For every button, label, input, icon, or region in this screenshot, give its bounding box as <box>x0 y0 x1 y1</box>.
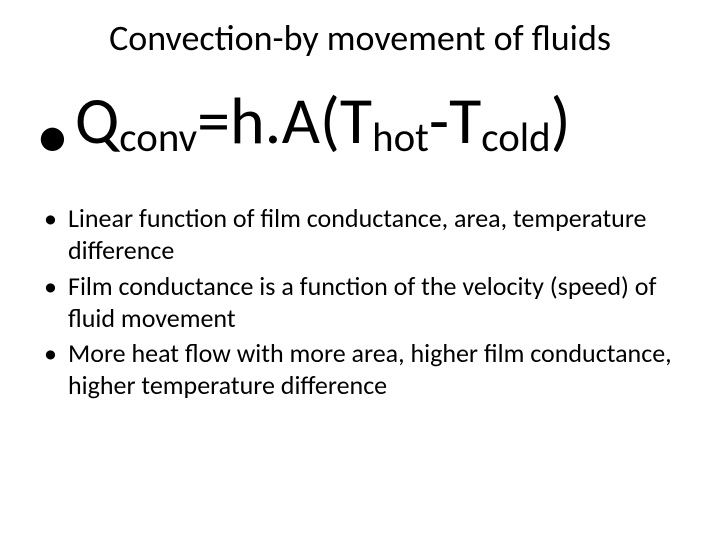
formula-Q: Q <box>75 80 119 161</box>
formula-row: • Qconv=h.A(Thot-Tcold) <box>36 85 684 169</box>
list-item: Film conductance is a function of the ve… <box>44 271 676 334</box>
formula-sub-cold: cold <box>481 112 550 162</box>
formula-minusT: -T <box>429 80 481 161</box>
convection-formula: Qconv=h.A(Thot-Tcold) <box>75 85 571 158</box>
formula-sub-hot: hot <box>372 112 429 162</box>
formula-sub-conv: conv <box>119 112 197 162</box>
bullet-icon: • <box>36 103 69 169</box>
list-item: More heat flow with more area, higher fi… <box>44 338 676 401</box>
bullet-list: Linear function of film conductance, are… <box>36 203 684 401</box>
list-item: Linear function of film conductance, are… <box>44 203 676 266</box>
formula-close: ) <box>551 80 571 161</box>
slide: Convection-by movement of fluids • Qconv… <box>0 0 720 540</box>
slide-title: Convection-by movement of fluids <box>36 18 684 59</box>
formula-eq: =h.A(T <box>197 80 372 161</box>
